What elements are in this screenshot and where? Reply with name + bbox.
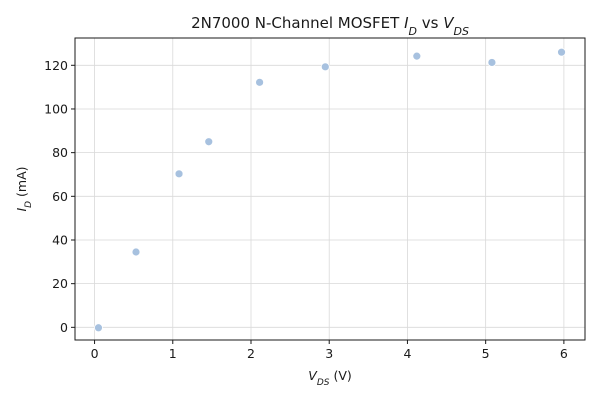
y-tick-label: 20 xyxy=(52,276,68,291)
y-tick-label: 100 xyxy=(44,101,68,116)
data-point xyxy=(412,51,422,61)
chart-title: 2N7000 N-Channel MOSFET ID vs VDS xyxy=(191,14,469,38)
x-tick-label: 1 xyxy=(169,346,177,361)
data-points xyxy=(94,47,566,333)
data-point xyxy=(131,247,141,257)
y-tick-label: 40 xyxy=(52,232,68,247)
plot-frame xyxy=(74,37,586,341)
data-point xyxy=(557,47,566,57)
x-tick-label: 0 xyxy=(91,346,99,361)
data-point xyxy=(94,323,103,333)
x-tick-label: 5 xyxy=(482,346,490,361)
y-tick-label: 120 xyxy=(44,58,68,73)
data-point xyxy=(204,137,214,147)
y-axis-label: ID (mA) xyxy=(14,166,34,211)
grid-lines xyxy=(75,38,585,340)
data-point xyxy=(174,169,184,179)
y-tick-label: 0 xyxy=(60,320,68,335)
x-tick-label: 4 xyxy=(403,346,411,361)
data-point xyxy=(255,77,265,87)
y-tick-label: 80 xyxy=(52,145,68,160)
data-point xyxy=(320,62,330,72)
x-tick-label: 6 xyxy=(560,346,568,361)
x-tick-label: 2 xyxy=(247,346,255,361)
x-tick-label: 3 xyxy=(325,346,333,361)
x-axis-label: VDS (V) xyxy=(308,368,352,388)
data-point xyxy=(487,58,497,67)
y-tick-label: 60 xyxy=(52,189,68,204)
